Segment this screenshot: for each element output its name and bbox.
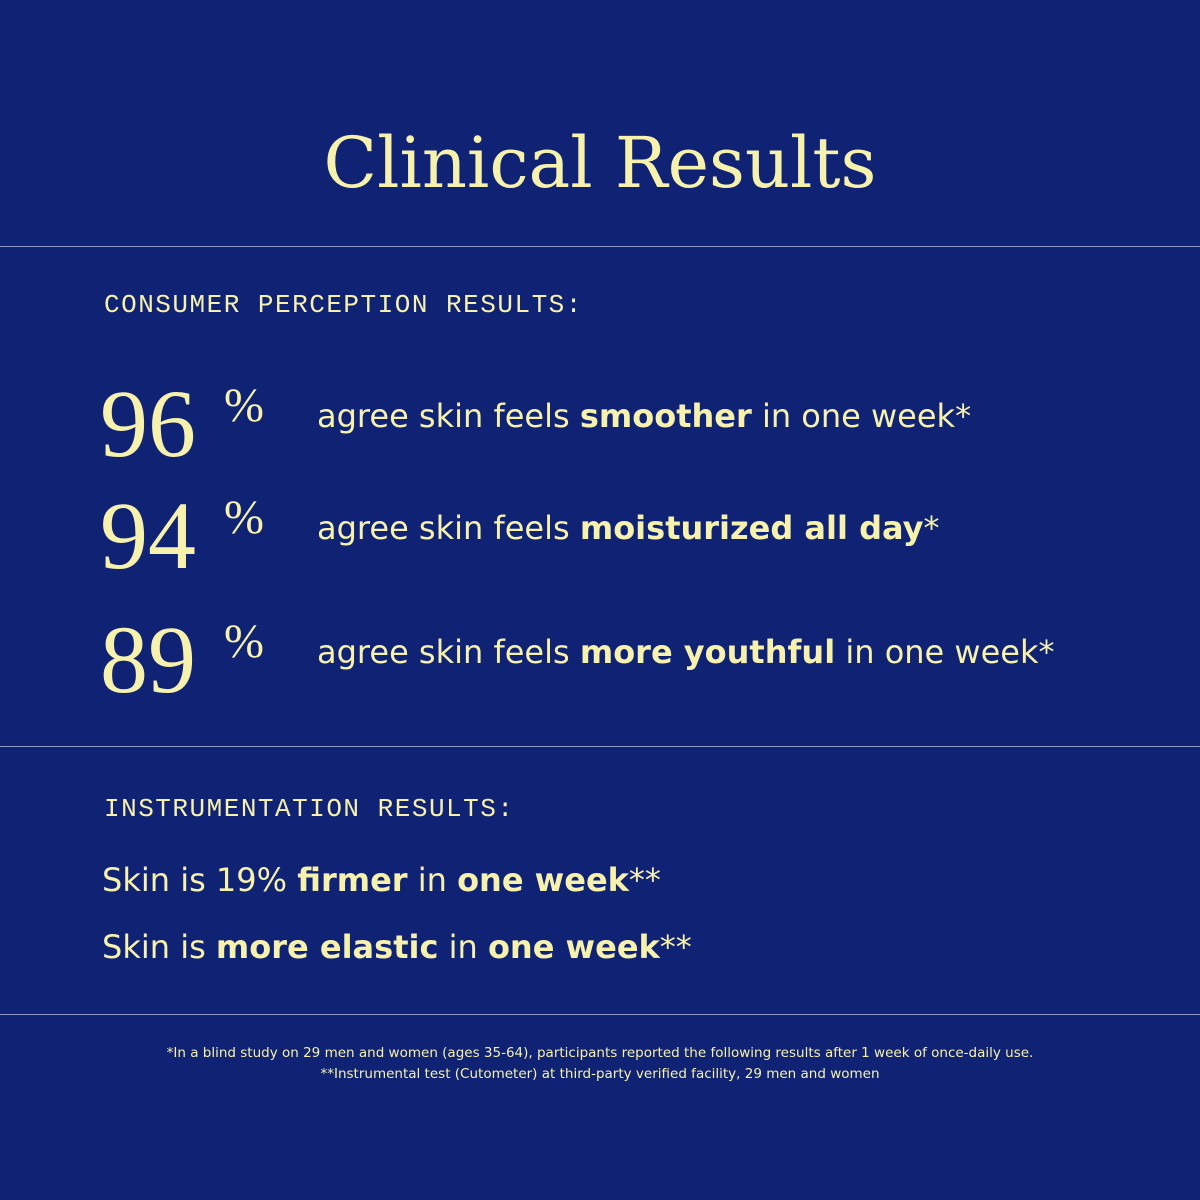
stat-unit: % [224,615,264,668]
footnote: *In a blind study on 29 men and women (a… [166,1045,1034,1061]
text: Skin is 19% [102,861,298,899]
section-heading: INSTRUMENTATION RESULTS: [104,794,515,824]
text: in [438,928,488,966]
stat-unit: % [224,491,264,544]
text: agree skin feels [317,633,580,671]
stat-text: agree skin feels smoother in one week* [317,400,971,432]
bold-text: one week [457,861,629,899]
text: ** [628,861,661,899]
section-heading: CONSUMER PERCEPTION RESULTS: [104,290,583,320]
stat-number: 94 [100,482,196,589]
divider [0,746,1200,747]
stat-number: 96 [100,370,196,477]
stat-unit: % [224,379,264,432]
bold-text: one week [487,928,660,966]
bold-text: moisturized all day [579,509,924,547]
bold-text: more elastic [215,928,439,966]
bold-text: firmer [297,861,408,899]
text: agree skin feels [317,509,580,547]
bold-text: smoother [579,397,752,435]
result-line: Skin is more elastic in one week** [102,931,692,963]
text: in one week* [835,633,1055,671]
text: in one week* [751,397,972,435]
text: ** [659,928,692,966]
divider [0,1014,1200,1015]
text: Skin is [102,928,216,966]
text: * [923,509,940,547]
result-line: Skin is 19% firmer in one week** [102,864,661,896]
bold-text: more youthful [579,633,836,671]
text: agree skin feels [317,397,580,435]
footnote: **Instrumental test (Cutometer) at third… [320,1066,880,1082]
stat-text: agree skin feels more youthful in one we… [317,636,1054,668]
text: in [407,861,458,899]
divider [0,246,1200,247]
stat-number: 89 [100,606,196,713]
stat-text: agree skin feels moisturized all day* [317,512,939,544]
title: Clinical Results [323,122,877,204]
